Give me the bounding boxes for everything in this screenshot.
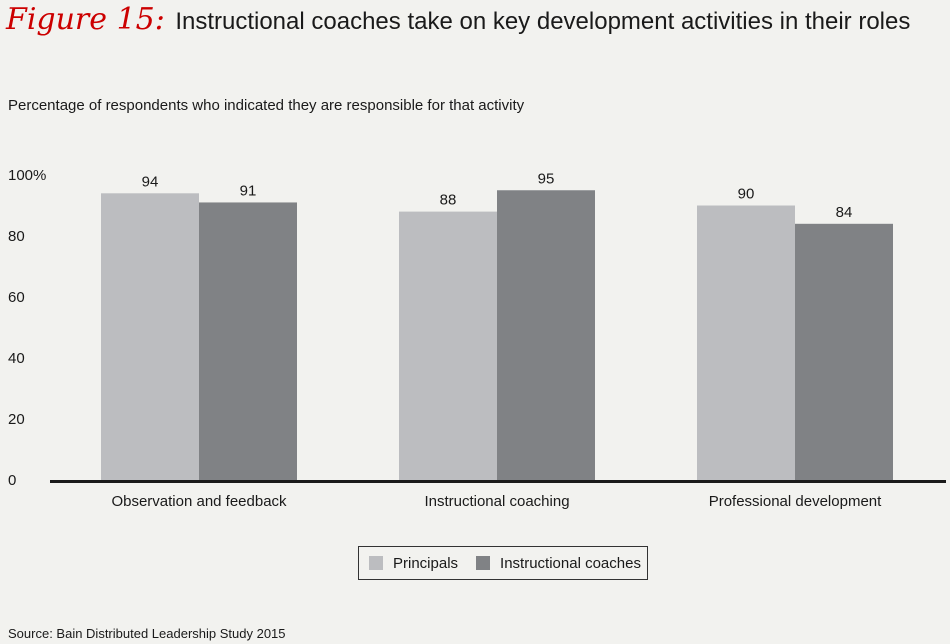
x-category-label: Instructional coaching [424,493,569,510]
title-text: Instructional coaches take on key develo… [175,8,911,35]
legend-item-instructional-coaches: Instructional coaches [476,555,641,572]
bar-principals [101,193,199,481]
y-tick-label: 40 [8,350,25,367]
chart-title: Figure 15: Instructional coaches take on… [6,2,910,37]
data-label: 94 [142,173,159,190]
bar-instructional-coaches [795,223,893,481]
data-label: 90 [738,186,755,203]
legend: Principals Instructional coaches [358,546,648,580]
legend-label-principals: Principals [393,554,459,572]
x-category-label: Professional development [709,493,882,510]
legend-label-instructional-coaches: Instructional coaches [500,554,641,572]
legend-swatch-instructional-coaches [476,556,491,570]
y-tick-label: 20 [8,411,25,428]
data-label: 88 [440,192,457,209]
source-note: Source: Bain Distributed Leadership Stud… [8,626,286,641]
figure-label: Figure 15: [6,2,165,37]
legend-item-principals: Principals [369,555,458,572]
data-label: 91 [240,182,257,199]
y-tick-label: 0 [8,472,16,489]
bar-instructional-coaches [497,190,595,480]
y-tick-label: 60 [8,289,25,306]
data-label: 95 [538,170,555,187]
data-label: 84 [836,204,853,221]
chart-subtitle: Percentage of respondents who indicated … [8,97,525,114]
legend-swatch-principals [369,556,383,570]
bar-principals [399,211,497,480]
y-tick-label: 80 [8,228,25,245]
y-tick-label: 100% [8,167,46,184]
bar-instructional-coaches [199,202,297,480]
bar-principals [697,205,795,480]
x-category-label: Observation and feedback [111,493,287,510]
